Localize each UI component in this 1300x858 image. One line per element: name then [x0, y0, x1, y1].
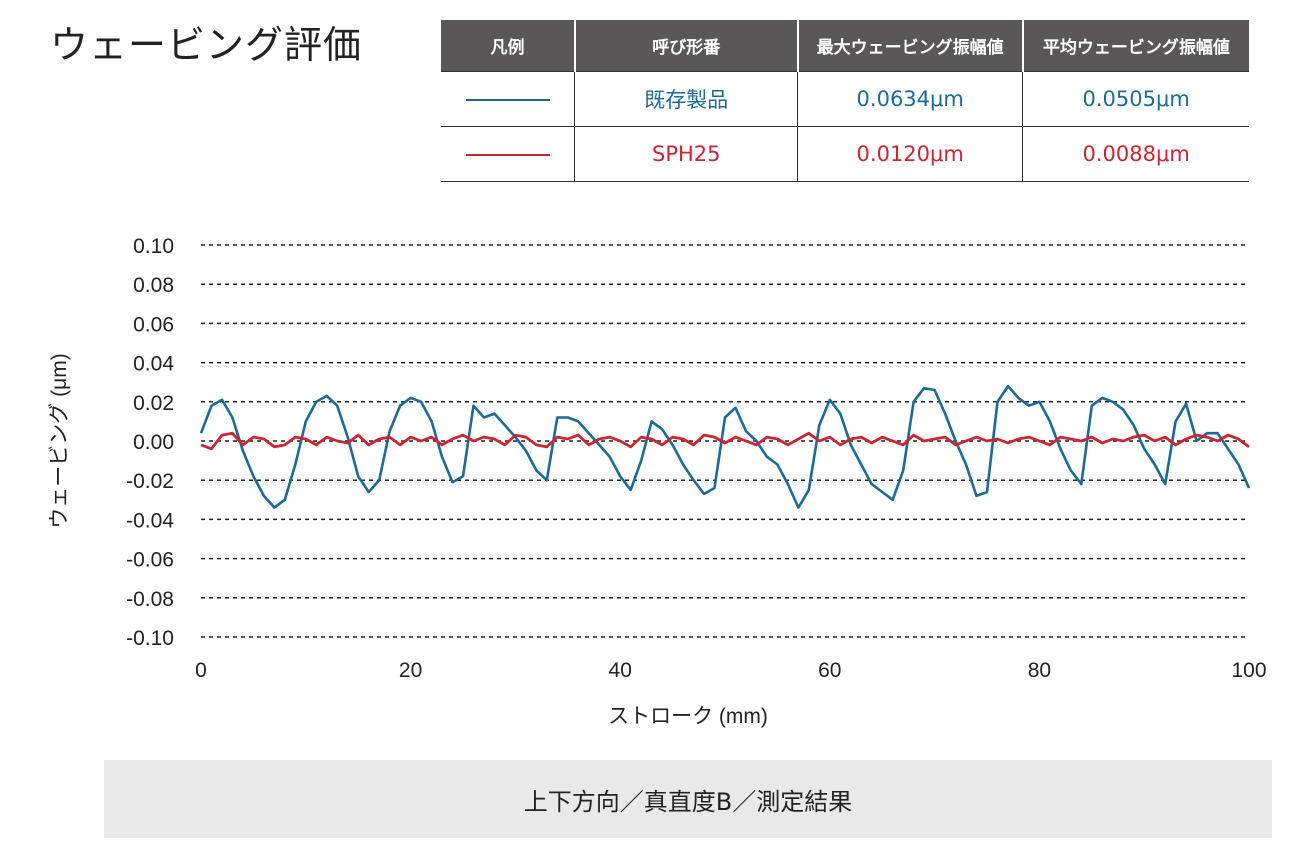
legend-avg-value: 0.0505μm: [1022, 71, 1249, 127]
y-axis-label: ウェービング (μm): [48, 353, 71, 528]
series-line-sph25: [200, 431, 1250, 451]
red-line-swatch: [465, 154, 550, 156]
legend-max-value: 0.0634μm: [797, 71, 1023, 127]
chart-caption: 上下方向／真直度B／測定結果: [104, 760, 1272, 838]
y-tick-labels: 0.10 0.08 0.06 0.04 0.02 0.00 -0.02 -0.04 -0.06 -…: [126, 235, 174, 650]
legend-row-existing: 既存製品 0.0634μm 0.0505μm: [441, 71, 1249, 127]
x-tick-label: 80: [1028, 659, 1051, 682]
y-tick-label: 0.02: [133, 392, 174, 415]
legend-table: 凡例 呼び形番 最大ウェービング振幅値 平均ウェービング振幅値 既存製品 0.0…: [441, 20, 1249, 182]
legend-swatch-cell: [441, 126, 575, 182]
x-tick-label: 60: [818, 659, 841, 682]
y-tick-label: -0.06: [126, 549, 174, 572]
legend-header-max: 最大ウェービング振幅値: [797, 20, 1024, 72]
legend-header-avg: 平均ウェービング振幅値: [1022, 20, 1249, 72]
legend-header-row: 凡例 呼び形番 最大ウェービング振幅値 平均ウェービング振幅値: [441, 20, 1249, 72]
y-tick-label: 0.08: [133, 274, 174, 297]
x-tick-label: 40: [609, 659, 632, 682]
chart-gridlines: [201, 244, 1249, 638]
y-tick-label: -0.02: [126, 470, 174, 493]
x-tick-label: 20: [399, 659, 422, 682]
legend-header-model: 呼び形番: [574, 20, 799, 72]
waving-chart: 0.10 0.08 0.06 0.04 0.02 0.00 -0.02 -0.04 -0.06 -…: [48, 235, 1267, 728]
x-tick-label: 0: [195, 659, 207, 682]
y-tick-label: 0.04: [133, 353, 174, 376]
y-tick-label: -0.08: [126, 588, 174, 611]
legend-swatch-cell: [441, 71, 575, 127]
y-tick-label: -0.04: [126, 509, 174, 532]
legend-row-sph25: SPH25 0.0120μm 0.0088μm: [441, 126, 1249, 182]
x-tick-label: 100: [1231, 659, 1266, 682]
y-tick-label: 0.00: [133, 431, 174, 454]
blue-line-swatch: [465, 99, 550, 101]
legend-avg-value: 0.0088μm: [1022, 126, 1249, 182]
legend-max-value: 0.0120μm: [797, 126, 1023, 182]
series-line-existing: [199, 384, 1251, 509]
y-tick-label: 0.10: [133, 235, 174, 258]
chart-series: [199, 384, 1251, 509]
legend-header-sample: 凡例: [441, 20, 576, 72]
legend-model-name: 既存製品: [574, 71, 798, 127]
y-tick-label: -0.10: [126, 627, 174, 650]
y-tick-label: 0.06: [133, 313, 174, 336]
legend-model-name: SPH25: [574, 126, 798, 182]
x-axis-label: ストローク (mm): [608, 705, 768, 728]
x-tick-labels: 0 20 40 60 80 100: [195, 659, 1266, 682]
page-title: ウェービング評価: [50, 23, 363, 67]
